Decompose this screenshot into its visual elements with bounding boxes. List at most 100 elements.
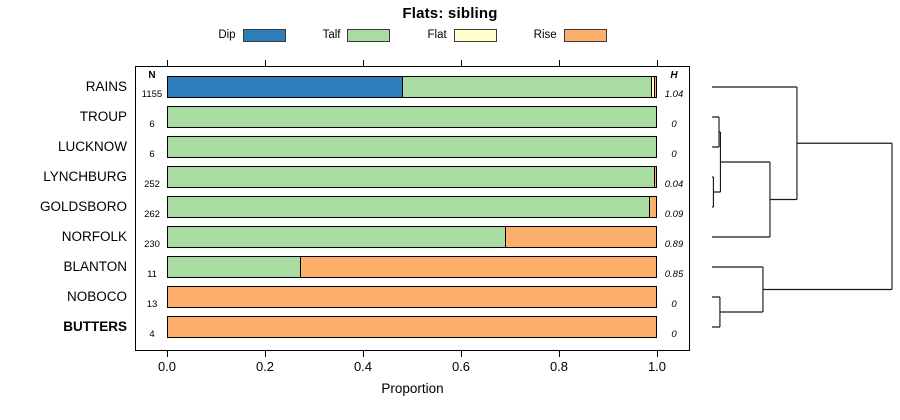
h-cell: 0.09	[659, 190, 689, 222]
h-value: 1.04	[664, 89, 684, 100]
bar-segment-rise	[648, 197, 656, 217]
legend-swatch-talf	[347, 28, 391, 42]
h-value: 0.85	[664, 269, 684, 280]
n-cell: 6	[137, 130, 167, 162]
n-value: 262	[144, 209, 160, 220]
legend-item: Rise	[533, 28, 607, 42]
row-label: NORFOLK	[61, 229, 127, 244]
stacked-bar	[167, 316, 657, 338]
n-value: 230	[144, 239, 160, 250]
h-value: 0.89	[664, 239, 684, 250]
row-labels: RAINS TROUP LUCKNOW LYNCHBURG GOLDSBORO NORFO…	[0, 72, 127, 342]
chart-title: Flats: sibling	[402, 5, 498, 22]
bar-segment-talf	[168, 107, 656, 127]
legend-label: Rise	[533, 29, 557, 41]
axis-tick	[559, 351, 561, 357]
row-label: LYNCHBURG	[43, 169, 127, 184]
n-cell: 230	[137, 220, 167, 252]
bar-row: 252 0.04	[135, 162, 690, 192]
legend-label: Flat	[427, 29, 447, 41]
h-cell: 0	[659, 310, 689, 342]
row-label: BLANTON	[63, 259, 127, 274]
dendrogram-lines	[712, 86, 893, 328]
row-label: NOBOCO	[66, 289, 127, 304]
legend-swatch-flat	[453, 28, 497, 42]
h-cell: H 1.04	[659, 70, 689, 102]
row-label: GOLDSBORO	[39, 199, 127, 214]
bar-segment-rise	[299, 257, 656, 277]
h-cell: 0	[659, 100, 689, 132]
axis-tick	[363, 351, 365, 357]
axis-tick	[657, 60, 659, 66]
legend-item: Dip	[218, 28, 286, 42]
n-cell: 13	[137, 280, 167, 312]
h-value: 0	[671, 149, 677, 160]
h-value: 0.09	[664, 209, 684, 220]
h-cell: 0.89	[659, 220, 689, 252]
axis-tick	[167, 60, 169, 66]
bar-segment-flat	[651, 77, 654, 97]
axis-tick-label: 0.2	[255, 359, 275, 374]
bar-segment-rise	[504, 227, 656, 247]
stacked-bar	[167, 106, 657, 128]
bar-row: 11 0.85	[135, 252, 690, 282]
n-value: 4	[149, 329, 155, 340]
axis-tick	[265, 351, 267, 357]
dendrogram	[712, 86, 893, 328]
stacked-bar	[167, 256, 657, 278]
legend: Dip Talf Flat Rise	[135, 27, 690, 43]
n-value: 1155	[141, 89, 163, 100]
n-cell: 6	[137, 100, 167, 132]
n-value: 6	[149, 149, 155, 160]
legend-swatch-dip	[242, 28, 286, 42]
legend-item: Flat	[427, 28, 497, 42]
row-label: TROUP	[79, 109, 127, 124]
n-value: 6	[149, 119, 155, 130]
axis-tick	[559, 60, 561, 66]
n-column-header: N	[148, 70, 156, 81]
bar-segment-dip	[168, 77, 403, 97]
stacked-bar	[167, 226, 657, 248]
h-value: 0	[671, 299, 677, 310]
n-cell: N 1155	[137, 70, 167, 102]
stacked-bar	[167, 76, 657, 98]
h-value: 0	[671, 329, 677, 340]
stacked-bar	[167, 286, 657, 308]
bar-segment-talf	[168, 227, 505, 247]
legend-label: Talf	[322, 29, 341, 41]
n-cell: 252	[137, 160, 167, 192]
axis-tick-label: 0.0	[157, 359, 177, 374]
bar-segment-rise	[168, 317, 656, 337]
n-value: 13	[146, 299, 158, 310]
bar-row: N 1155 H 1.04	[135, 70, 690, 102]
row-label: BUTTERS	[63, 319, 127, 334]
n-value: 11	[147, 269, 157, 280]
h-value: 0.04	[664, 179, 684, 190]
stacked-bar	[167, 196, 657, 218]
legend-swatch-rise	[563, 28, 607, 42]
bar-segment-talf	[168, 137, 656, 157]
bar-segment-talf	[168, 167, 654, 187]
bar-segment-rise	[653, 77, 656, 97]
n-cell: 11	[137, 250, 167, 282]
bar-rows: N 1155 H 1.04 6 0 6 0 252 0.04 262 0.09 230 0.89 11 0.8…	[135, 70, 690, 342]
axis-tick	[657, 351, 659, 357]
plot-box	[135, 66, 690, 351]
h-value: 0	[671, 119, 677, 130]
axis-tick	[363, 60, 365, 66]
bar-row: 230 0.89	[135, 222, 690, 252]
h-cell: 0.04	[659, 160, 689, 192]
h-cell: 0	[659, 280, 689, 312]
bar-segment-rise	[653, 167, 656, 187]
row-label: RAINS	[85, 79, 127, 94]
stacked-bar	[167, 166, 657, 188]
bar-segment-talf	[168, 197, 649, 217]
h-column-header: H	[670, 70, 678, 81]
n-cell: 262	[137, 190, 167, 222]
axis-tick	[265, 60, 267, 66]
row-label: LUCKNOW	[57, 139, 127, 154]
